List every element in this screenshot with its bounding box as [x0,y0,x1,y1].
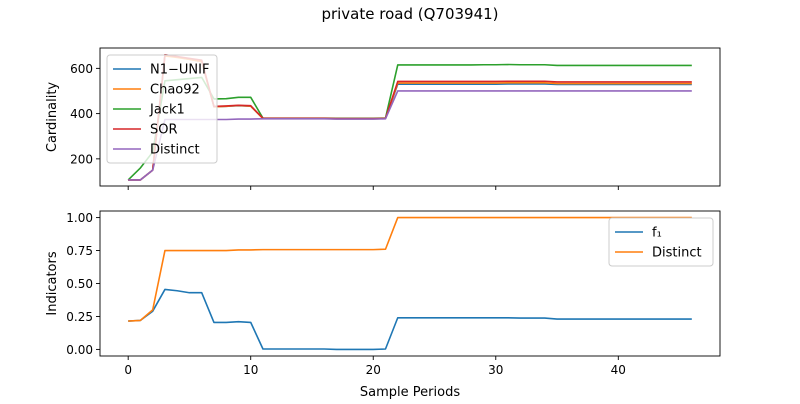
series-line-3 [127,63,692,181]
y-tick-label: 0.00 [66,343,93,357]
legend-label: f₁ [652,226,662,241]
panels: 200400600CardinalityN1−UNIFChao92Jack1SO… [45,47,721,377]
legend-box [106,54,218,164]
series-line-2 [128,216,692,322]
y-tick-label: 0.75 [66,244,93,258]
x-tick-label: 0 [124,363,132,377]
legend: N1−UNIF Chao92 Jack1 SOR Distinct [106,54,218,164]
y-tick-label: 400 [70,107,93,121]
legend-label: Distinct [150,143,200,158]
panel-1: 200 400 600 Cardinality N1−UNIF Chao92 Jack1 SO… [45,47,721,190]
y-tick-label: 200 [70,152,93,166]
series-line-4 [128,53,692,181]
legend-label: N1−UNIF [150,63,209,78]
x-tick-label: 20 [366,363,381,377]
series-line-1 [128,288,692,351]
x-axis-label: Sample Periods [360,385,460,400]
panel-2: 0 10 20 30 40 0.00 0.25 0.50 0.75 1.00 Indicators f… [45,210,721,377]
y-tick-label: 1.00 [66,211,93,225]
y-tick-label: 0.50 [66,277,93,291]
legend-label: Chao92 [150,83,200,98]
x-tick-label: 40 [611,363,626,377]
legend-label: SOR [150,123,178,138]
legend-label: Distinct [652,246,702,261]
figure-title: private road (Q703941) [321,5,498,23]
x-tick-label: 30 [488,363,503,377]
x-tick-label: 10 [243,363,258,377]
y-axis-label: Cardinality [45,82,60,153]
legend-label: Jack1 [149,103,185,118]
legend: f₁ Distinct [608,217,714,267]
y-tick-label: 600 [70,62,93,76]
series-line-5 [128,90,692,181]
legend-box [608,217,714,267]
axes-frame [99,47,721,187]
y-tick-label: 0.25 [66,310,93,324]
y-axis-label: Indicators [45,251,60,315]
